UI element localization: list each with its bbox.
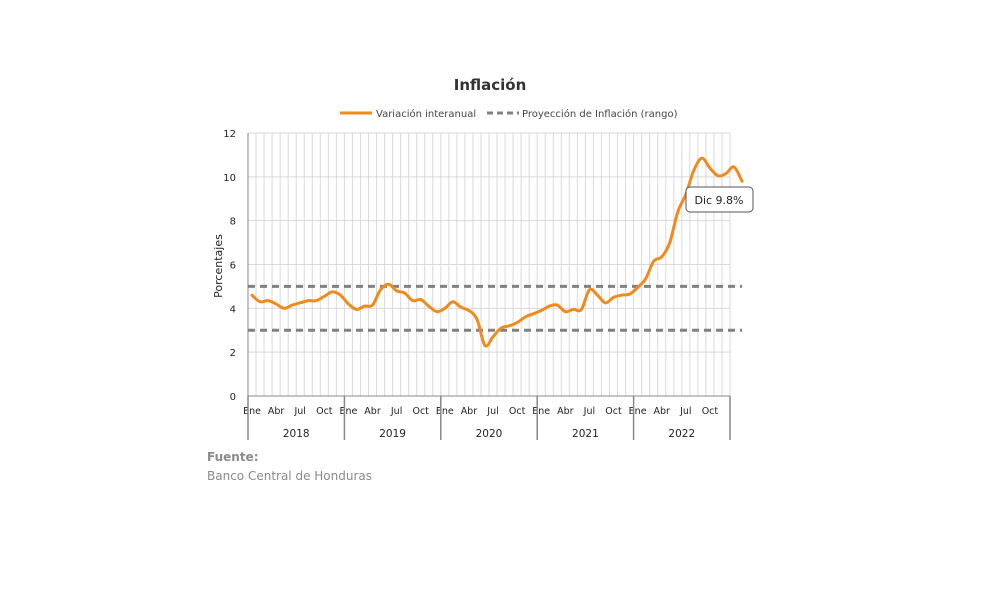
x-tick-label: Ene bbox=[532, 406, 550, 417]
x-tick-label: Oct bbox=[605, 406, 622, 417]
source-label: Fuente: bbox=[207, 450, 259, 464]
x-tick-label: Jul bbox=[486, 406, 498, 417]
x-year-label: 2019 bbox=[379, 428, 406, 440]
x-year-label: 2020 bbox=[476, 428, 503, 440]
x-tick-label: Abr bbox=[557, 406, 574, 417]
legend-label-proyeccion: Proyección de Inflación (rango) bbox=[522, 108, 678, 120]
x-tick-label: Jul bbox=[679, 406, 691, 417]
grid bbox=[247, 132, 731, 397]
x-tick-label: Ene bbox=[243, 406, 261, 417]
y-tick-label: 0 bbox=[230, 392, 236, 403]
x-year-label: 2021 bbox=[572, 428, 599, 440]
x-year-label: 2022 bbox=[668, 428, 695, 440]
chart-title: Inflación bbox=[454, 76, 527, 94]
x-tick-label: Oct bbox=[509, 406, 526, 417]
x-year-label: 2018 bbox=[283, 428, 310, 440]
annotation-text: Dic 9.8% bbox=[694, 194, 743, 207]
y-axis: 0 2 4 6 8 10 12 bbox=[223, 129, 249, 403]
y-tick-label: 10 bbox=[223, 173, 236, 184]
legend: Variación interanual Proyección de Infla… bbox=[340, 108, 678, 120]
y-tick-label: 12 bbox=[223, 129, 236, 140]
x-tick-label: Oct bbox=[316, 406, 333, 417]
projection-band bbox=[248, 284, 743, 332]
x-tick-label: Ene bbox=[436, 406, 454, 417]
y-tick-label: 2 bbox=[230, 348, 236, 359]
y-tick-label: 8 bbox=[230, 217, 236, 228]
x-tick-label: Jul bbox=[583, 406, 595, 417]
source-text: Banco Central de Honduras bbox=[207, 469, 372, 483]
x-tick-label: Abr bbox=[364, 406, 381, 417]
x-tick-label: Jul bbox=[293, 406, 305, 417]
x-tick-label: Oct bbox=[702, 406, 719, 417]
x-tick-label: Abr bbox=[653, 406, 670, 417]
x-tick-label: Abr bbox=[461, 406, 478, 417]
annotation-box bbox=[685, 186, 754, 213]
last-value-annotation: Dic 9.8% bbox=[685, 186, 754, 213]
x-axis: Ene Abr Jul Oct 2018 Ene Abr Jul Oct 2019 Ene Abr Ju… bbox=[243, 395, 731, 440]
x-tick-label: Oct bbox=[412, 406, 429, 417]
x-tick-label: Abr bbox=[268, 406, 285, 417]
y-tick-label: 4 bbox=[230, 304, 236, 315]
x-tick-label: Ene bbox=[629, 406, 647, 417]
x-tick-label: Jul bbox=[390, 406, 402, 417]
x-tick-label: Ene bbox=[339, 406, 357, 417]
series-lines bbox=[250, 156, 744, 348]
y-tick-label: 6 bbox=[230, 261, 236, 272]
y-axis-label: Porcentajes bbox=[212, 234, 225, 298]
legend-label-variacion: Variación interanual bbox=[376, 108, 476, 120]
series-line-variacion-interanual bbox=[250, 156, 744, 348]
